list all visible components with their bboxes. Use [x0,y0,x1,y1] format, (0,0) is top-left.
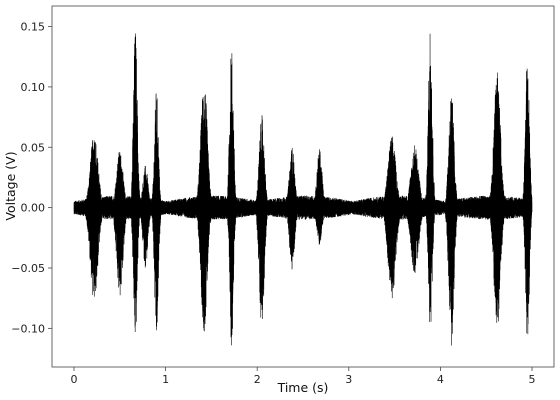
y-tick-label: −0.10 [11,322,45,335]
y-tick-label: −0.05 [11,262,45,275]
x-axis-label: Time (s) [277,380,329,395]
y-tick-label: 0.10 [21,81,46,94]
axes-frame [51,5,555,368]
plot-area [73,33,533,346]
x-tick-label: 4 [437,373,444,386]
y-tick-label: 0.15 [21,21,46,34]
x-tick-label: 0 [70,373,77,386]
x-tick-label: 2 [254,373,261,386]
voltage-series-line [73,33,533,346]
x-axis: 0 1 2 3 4 5 [70,367,536,386]
y-tick-label: 0.05 [21,141,46,154]
y-tick-label: 0.00 [21,202,46,215]
x-tick-label: 5 [529,373,536,386]
y-axis-label: Voltage (V) [3,151,18,220]
x-tick-label: 1 [162,373,169,386]
x-tick-label: 3 [345,373,352,386]
y-axis: −0.10 −0.05 0.00 0.05 0.10 0.15 [11,21,52,335]
